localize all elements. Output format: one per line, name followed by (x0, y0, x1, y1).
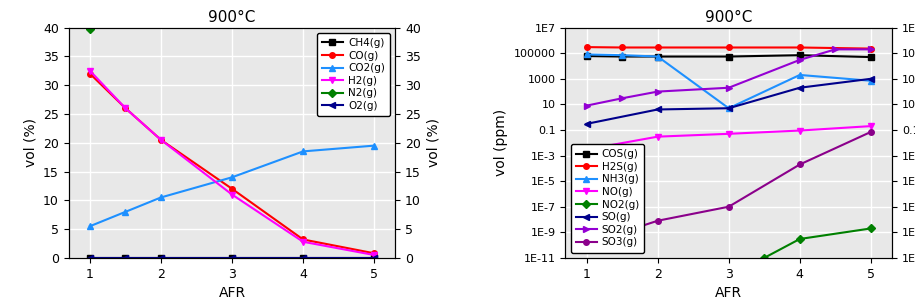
CO(g) (297, 238, 308, 241)
COS(g) (581, 54, 592, 58)
NO2(g) (759, 256, 770, 260)
COS(g) (866, 55, 877, 59)
Y-axis label: vol (ppm): vol (ppm) (494, 109, 508, 176)
O2(g) (120, 256, 131, 260)
H2S(g) (866, 47, 877, 50)
SO3(g) (581, 237, 592, 241)
O2(g) (369, 256, 380, 260)
NO(g) (723, 132, 734, 136)
O2(g) (227, 256, 238, 260)
Line: COS(g): COS(g) (584, 52, 874, 60)
NO2(g) (794, 237, 805, 241)
COS(g) (723, 55, 734, 58)
Legend: CH4(g), CO(g), CO2(g), H2(g), N2(g), O2(g): CH4(g), CO(g), CO2(g), H2(g), N2(g), O2(… (317, 33, 390, 116)
CH4(g) (297, 256, 308, 260)
NO(g) (794, 129, 805, 132)
H2S(g) (581, 45, 592, 49)
SO(g) (723, 107, 734, 110)
NO(g) (652, 135, 663, 138)
NH3(g) (794, 73, 805, 77)
Line: NO2(g): NO2(g) (761, 226, 874, 261)
Title: 900°C: 900°C (209, 10, 255, 25)
O2(g) (156, 256, 167, 260)
Line: CO(g): CO(g) (87, 71, 377, 256)
SO3(g) (723, 205, 734, 208)
SO2(g) (830, 48, 841, 51)
CO2(g) (297, 150, 308, 153)
H2S(g) (652, 46, 663, 49)
H2(g) (120, 106, 131, 110)
SO2(g) (581, 104, 592, 107)
SO3(g) (794, 163, 805, 166)
Line: SO2(g): SO2(g) (584, 47, 874, 108)
CO2(g) (227, 175, 238, 179)
H2(g) (156, 138, 167, 142)
X-axis label: AFR: AFR (716, 286, 742, 300)
Line: H2S(g): H2S(g) (584, 44, 874, 51)
Line: SO3(g): SO3(g) (584, 129, 874, 242)
H2(g) (227, 193, 238, 196)
CO2(g) (156, 196, 167, 199)
H2(g) (84, 69, 95, 73)
COS(g) (794, 53, 805, 57)
CH4(g) (369, 256, 380, 260)
CH4(g) (84, 256, 95, 260)
SO3(g) (866, 130, 877, 134)
CO(g) (84, 72, 95, 76)
X-axis label: AFR: AFR (219, 286, 245, 300)
O2(g) (84, 256, 95, 260)
COS(g) (652, 55, 663, 58)
SO2(g) (652, 90, 663, 93)
Y-axis label: vol (%): vol (%) (24, 118, 38, 167)
CO2(g) (120, 210, 131, 214)
CO2(g) (84, 224, 95, 228)
Title: 900°C: 900°C (705, 10, 752, 25)
H2S(g) (617, 46, 628, 49)
SO2(g) (617, 96, 628, 100)
Line: O2(g): O2(g) (87, 255, 377, 261)
CO(g) (120, 106, 131, 110)
CO(g) (156, 138, 167, 142)
NO(g) (866, 124, 877, 128)
CH4(g) (227, 256, 238, 260)
NH3(g) (723, 107, 734, 110)
H2(g) (297, 240, 308, 244)
SO(g) (581, 122, 592, 126)
COS(g) (617, 55, 628, 58)
Line: CO2(g): CO2(g) (87, 143, 377, 229)
H2S(g) (794, 46, 805, 49)
CO(g) (369, 251, 380, 255)
NO(g) (581, 148, 592, 151)
CO(g) (227, 187, 238, 191)
NH3(g) (617, 53, 628, 57)
CO2(g) (369, 144, 380, 147)
SO(g) (866, 77, 877, 81)
Line: CH4(g): CH4(g) (87, 255, 377, 261)
SO2(g) (723, 86, 734, 90)
NH3(g) (866, 79, 877, 83)
Legend: COS(g), H2S(g), NH3(g), NO(g), NO2(g), SO(g), SO2(g), SO3(g): COS(g), H2S(g), NH3(g), NO(g), NO2(g), S… (571, 144, 644, 253)
H2(g) (369, 253, 380, 257)
SO(g) (652, 108, 663, 111)
Line: SO(g): SO(g) (584, 76, 874, 127)
SO2(g) (794, 58, 805, 62)
CH4(g) (156, 256, 167, 260)
H2S(g) (723, 46, 734, 49)
Y-axis label: vol (%): vol (%) (426, 118, 440, 167)
Line: H2(g): H2(g) (87, 68, 377, 258)
NH3(g) (581, 52, 592, 56)
Line: NH3(g): NH3(g) (584, 52, 874, 111)
CH4(g) (120, 256, 131, 260)
SO2(g) (866, 48, 877, 51)
O2(g) (297, 256, 308, 260)
SO3(g) (652, 219, 663, 223)
Line: NO(g): NO(g) (584, 123, 874, 152)
SO(g) (794, 86, 805, 90)
NO2(g) (866, 227, 877, 230)
SO3(g) (617, 231, 628, 234)
NH3(g) (652, 55, 663, 58)
